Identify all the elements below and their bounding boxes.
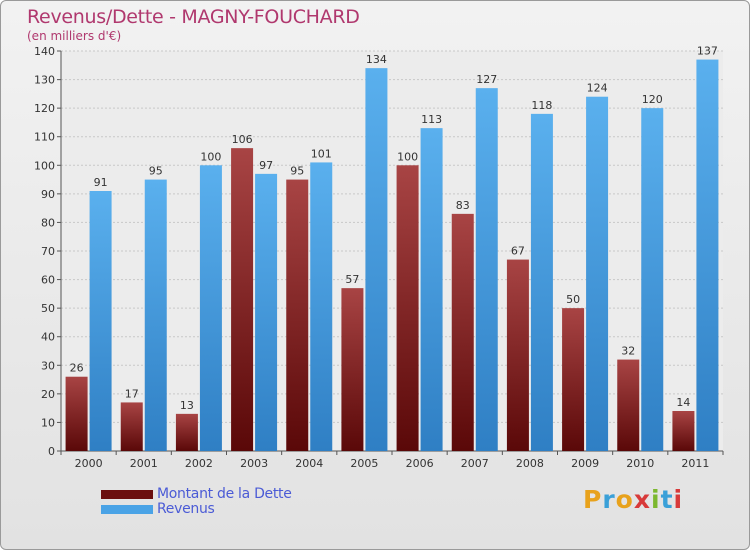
bar-revenus bbox=[420, 128, 443, 451]
x-tick-label: 2008 bbox=[516, 457, 544, 470]
data-label-dette: 67 bbox=[511, 245, 525, 258]
bar-revenus bbox=[365, 68, 388, 452]
bar-revenus bbox=[144, 179, 167, 452]
data-label-revenus: 91 bbox=[94, 176, 108, 189]
data-label-dette: 32 bbox=[621, 345, 635, 358]
logo-letter: t bbox=[660, 485, 674, 514]
bar-revenus bbox=[696, 59, 719, 451]
bar-dette bbox=[286, 179, 309, 452]
data-label-revenus: 113 bbox=[421, 113, 442, 126]
y-tick-label: 90 bbox=[41, 188, 55, 201]
logo-letter: i bbox=[651, 485, 661, 514]
data-label-revenus: 124 bbox=[587, 82, 608, 95]
bar-dette bbox=[562, 308, 585, 451]
data-label-revenus: 120 bbox=[642, 93, 663, 106]
bar-dette bbox=[506, 259, 529, 451]
data-label-revenus: 134 bbox=[366, 53, 387, 66]
y-tick-label: 80 bbox=[41, 216, 55, 229]
y-tick-label: 140 bbox=[34, 45, 55, 58]
bar-revenus bbox=[586, 96, 609, 451]
y-tick-label: 70 bbox=[41, 245, 55, 258]
data-label-revenus: 95 bbox=[149, 165, 163, 178]
data-label-dette: 57 bbox=[345, 273, 359, 286]
x-tick-label: 2002 bbox=[185, 457, 213, 470]
x-tick-label: 2003 bbox=[240, 457, 268, 470]
data-label-dette: 106 bbox=[232, 133, 253, 146]
data-label-dette: 100 bbox=[397, 150, 418, 163]
chart-title: Revenus/Dette - MAGNY-FOUCHARD bbox=[27, 6, 360, 28]
bar-revenus bbox=[310, 162, 333, 451]
data-label-dette: 14 bbox=[676, 396, 690, 409]
logo-letter: o bbox=[615, 485, 634, 514]
proxiti-logo: Proxiti bbox=[583, 485, 683, 514]
y-tick-label: 120 bbox=[34, 102, 55, 115]
data-label-dette: 95 bbox=[290, 165, 304, 178]
bar-dette bbox=[175, 413, 198, 451]
x-tick-label: 2011 bbox=[681, 457, 709, 470]
bar-revenus bbox=[199, 165, 222, 452]
x-tick-label: 2001 bbox=[130, 457, 158, 470]
data-label-revenus: 101 bbox=[311, 147, 332, 160]
y-tick-label: 10 bbox=[41, 416, 55, 429]
bar-dette bbox=[341, 288, 364, 451]
x-tick-label: 2007 bbox=[461, 457, 489, 470]
y-tick-label: 0 bbox=[48, 445, 55, 458]
bars bbox=[65, 59, 719, 452]
data-label-dette: 83 bbox=[456, 199, 470, 212]
data-labels: 26 91 17 95 13 100 106 97 95 101 57 134 100 113 83 127 6… bbox=[70, 45, 718, 412]
legend-label-revenus: Revenus bbox=[157, 501, 215, 517]
data-label-revenus: 127 bbox=[476, 73, 497, 86]
y-tick-label: 40 bbox=[41, 331, 55, 344]
y-tick-label: 100 bbox=[34, 159, 55, 172]
bar-dette bbox=[65, 376, 88, 451]
data-label-dette: 26 bbox=[70, 362, 84, 375]
bar-revenus bbox=[475, 88, 498, 452]
bar-dette bbox=[120, 402, 143, 451]
x-tick-label: 2009 bbox=[571, 457, 599, 470]
data-label-dette: 50 bbox=[566, 293, 580, 306]
logo-letter: x bbox=[633, 485, 651, 514]
y-tick-label: 110 bbox=[34, 131, 55, 144]
data-label-dette: 13 bbox=[180, 399, 194, 412]
grid-lines bbox=[61, 50, 723, 452]
y-tick-label: 60 bbox=[41, 274, 55, 287]
x-tick-label: 2005 bbox=[350, 457, 378, 470]
y-tick-label: 130 bbox=[34, 74, 55, 87]
x-tick-label: 2004 bbox=[295, 457, 323, 470]
plot-area bbox=[61, 51, 723, 451]
x-tick-label: 2010 bbox=[626, 457, 654, 470]
y-tick-label: 50 bbox=[41, 302, 55, 315]
legend-label-dette: Montant de la Dette bbox=[157, 486, 292, 502]
x-tick-label: 2000 bbox=[75, 457, 103, 470]
logo-letter: r bbox=[602, 485, 616, 514]
data-label-dette: 17 bbox=[125, 387, 139, 400]
bar-revenus bbox=[89, 191, 112, 451]
axes: 0 10 20 30 40 50 60 70 80 90 100 110 120 130 140 2000 20… bbox=[34, 45, 724, 470]
legend-swatch-revenus bbox=[101, 505, 153, 514]
logo-letter: P bbox=[583, 485, 603, 514]
bar-revenus bbox=[530, 113, 553, 451]
data-label-revenus: 100 bbox=[200, 150, 221, 163]
bar-dette bbox=[396, 165, 419, 452]
bar-revenus bbox=[641, 108, 664, 452]
y-tick-label: 30 bbox=[41, 359, 55, 372]
legend-swatch-dette bbox=[101, 490, 153, 499]
data-label-revenus: 118 bbox=[531, 99, 552, 112]
bar-dette bbox=[231, 148, 254, 451]
bar-dette bbox=[672, 411, 695, 451]
bar-dette bbox=[451, 213, 474, 451]
y-tick-label: 20 bbox=[41, 388, 55, 401]
x-tick-label: 2006 bbox=[406, 457, 434, 470]
bar-revenus bbox=[255, 173, 278, 451]
chart-subtitle: (en milliers d'€) bbox=[27, 29, 122, 43]
bar-dette bbox=[617, 359, 640, 451]
logo-letter: i bbox=[673, 485, 684, 514]
data-label-revenus: 97 bbox=[259, 159, 273, 172]
data-label-revenus: 137 bbox=[697, 45, 718, 58]
